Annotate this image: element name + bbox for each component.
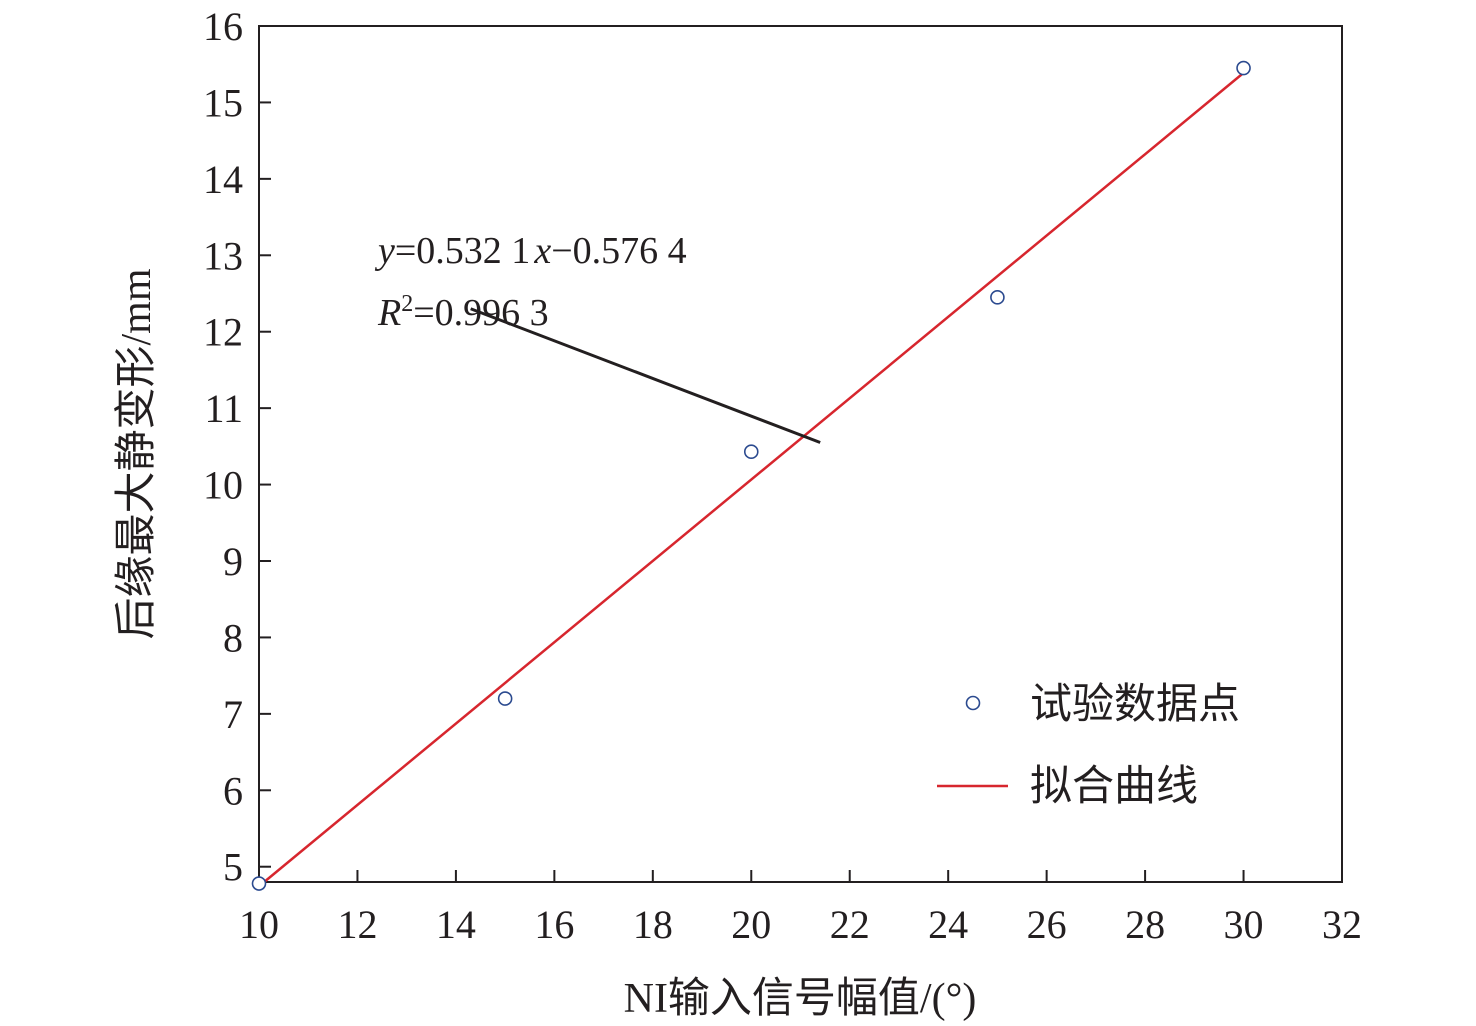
y-tick-label: 14 <box>203 157 243 202</box>
fit-line-layer <box>258 71 1245 888</box>
x-axis-title: NI输入信号幅值/(°) <box>624 976 977 1022</box>
x-tick-label: 12 <box>337 902 377 947</box>
data-point <box>497 691 513 706</box>
x-tick-label: 32 <box>1322 902 1362 947</box>
axis-ticks: 10 12 14 16 18 20 22 24 26 28 30 32 5 6 7 8 9 10 11 12 13 14 1… <box>203 4 1362 947</box>
data-point <box>743 444 759 460</box>
fit-line <box>258 71 1245 888</box>
y-tick-label: 6 <box>223 768 243 813</box>
x-tick-label: 18 <box>633 902 673 947</box>
y-tick-label: 13 <box>203 233 243 278</box>
y-tick-label: 8 <box>223 615 243 660</box>
legend-marker-circle <box>965 695 981 711</box>
annotation-pointer <box>470 307 821 444</box>
legend: 试验数据点 拟合曲线 <box>937 681 1240 810</box>
legend-label-data-points: 试验数据点 <box>1030 681 1240 728</box>
y-axis-title: 后缘最大静变形/mm <box>113 268 160 639</box>
y-tick-label: 5 <box>223 845 243 890</box>
data-point <box>990 290 1005 305</box>
x-tick-label: 28 <box>1125 902 1165 947</box>
y-tick-label: 11 <box>204 386 243 431</box>
x-tick-label: 20 <box>731 902 771 947</box>
data-point <box>1236 60 1251 76</box>
x-tick-label: 30 <box>1224 902 1264 947</box>
y-tick-label: 7 <box>223 692 243 737</box>
y-tick-label: 16 <box>203 4 243 49</box>
x-tick-label: 24 <box>928 902 968 947</box>
x-tick-label: 10 <box>239 902 279 947</box>
data-point <box>251 876 267 891</box>
y-tick-label: 10 <box>203 463 243 508</box>
x-tick-label: 22 <box>830 902 870 947</box>
plot-frame <box>258 25 1343 883</box>
data-points-layer <box>251 60 1251 891</box>
equation-annotation: y=0.532 1 x−0.576 4 R2=0.996 3 <box>374 230 821 444</box>
y-tick-label: 12 <box>203 310 243 355</box>
y-tick-label: 9 <box>223 539 243 584</box>
legend-label-fit-curve: 拟合曲线 <box>1030 764 1198 810</box>
fit-equation: y=0.532 1 x−0.576 4 <box>374 230 687 272</box>
x-tick-label: 14 <box>436 902 476 947</box>
x-tick-label: 16 <box>534 902 574 947</box>
y-tick-label: 15 <box>203 80 243 125</box>
x-tick-label: 26 <box>1027 902 1067 947</box>
